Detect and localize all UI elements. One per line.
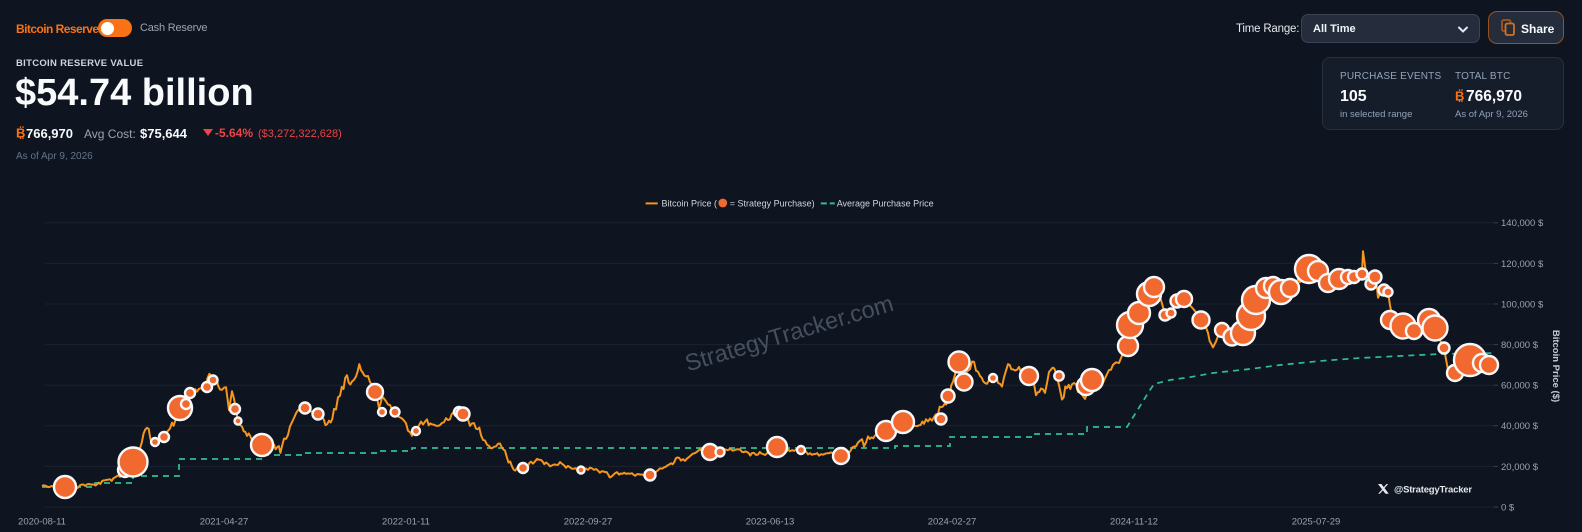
svg-text:40,000 $: 40,000 $ (1501, 421, 1539, 432)
svg-text:Average Purchase Price: Average Purchase Price (837, 198, 934, 208)
svg-text:B: B (16, 126, 25, 141)
svg-text:60,000 $: 60,000 $ (1501, 381, 1539, 392)
svg-text:2024-02-27: 2024-02-27 (928, 517, 977, 528)
svg-text:B: B (1455, 89, 1464, 104)
svg-text:120,000 $: 120,000 $ (1501, 259, 1544, 270)
svg-text:@StrategyTracker: @StrategyTracker (1394, 485, 1472, 496)
svg-text:140,000 $: 140,000 $ (1501, 218, 1544, 229)
svg-text:20,000 $: 20,000 $ (1501, 462, 1539, 473)
svg-text:2022-09-27: 2022-09-27 (564, 517, 613, 528)
svg-text:2025-07-29: 2025-07-29 (1292, 517, 1341, 528)
svg-text:= Strategy Purchase): = Strategy Purchase) (730, 198, 815, 208)
svg-text:2020-08-11: 2020-08-11 (18, 517, 66, 528)
svg-text:2022-01-11: 2022-01-11 (382, 517, 430, 528)
svg-text:2023-06-13: 2023-06-13 (746, 517, 795, 528)
svg-text:100,000 $: 100,000 $ (1501, 299, 1544, 310)
svg-text:Bitcoin Price ($): Bitcoin Price ($) (1550, 330, 1561, 402)
svg-text:2021-04-27: 2021-04-27 (200, 517, 249, 528)
svg-text:2024-11-12: 2024-11-12 (1110, 517, 1158, 528)
svg-text:Bitcoin Price (: Bitcoin Price ( (662, 198, 718, 208)
svg-text:80,000 $: 80,000 $ (1501, 340, 1539, 351)
svg-text:StrategyTracker.com: StrategyTracker.com (682, 290, 896, 376)
svg-text:0 $: 0 $ (1501, 502, 1515, 513)
